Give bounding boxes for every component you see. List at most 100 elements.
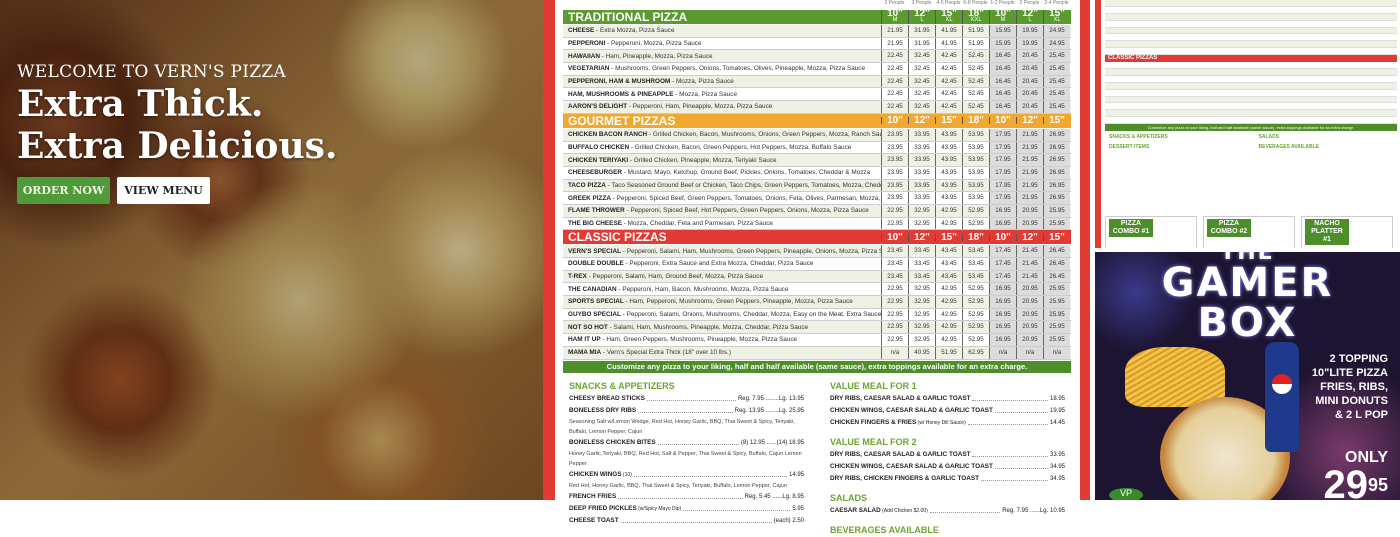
price-cell: 21.95 (881, 25, 908, 37)
item-name: FRENCH FRIES (569, 493, 616, 500)
item-name-cell: CHEESEBURGER - Mustard, Mayo, Ketchup, G… (563, 169, 881, 176)
price-cell: 26.95 (1043, 154, 1070, 166)
price-cell: 52.45 (962, 101, 989, 113)
size-inches: 15" (941, 115, 957, 126)
menu-row: HAM IT UP - Ham, Green Peppers, Mushroom… (563, 334, 1071, 347)
item-name: HAM, MUSHROOMS & PINEAPPLE (568, 91, 673, 98)
price-cell: 53.95 (962, 167, 989, 179)
item-price: Reg. 7.95 ........Lg. 13.95 (738, 396, 804, 402)
group-title: BEVERAGES AVAILABLE (830, 525, 1065, 535)
item-name: DOUBLE DOUBLE (568, 260, 624, 267)
price-cell: 21.45 (1016, 258, 1043, 270)
item-desc: Red Hot, Honey Garlic, BBQ, Thai Sweet &… (569, 481, 804, 491)
item-name-cell: HAWAIIAN - Ham, Pineapple, Mozza, Pizza … (563, 53, 881, 60)
menu-row: TACO PIZZA - Taco Seasoned Ground Beef o… (563, 180, 1071, 193)
menu-row: THE BIG CHEESE - Mozza, Cheddar, Feta an… (563, 218, 1071, 231)
size-letter: L (909, 17, 935, 24)
item-name: HAWAIIAN (568, 53, 600, 60)
promo-desc-line: 2 TOPPING (1312, 352, 1388, 366)
menu-row: DOUBLE DOUBLE - Pepperoni, Extra Sauce a… (563, 258, 1071, 271)
price-cell: 16.45 (989, 88, 1016, 100)
price-cell: 42.95 (935, 283, 962, 295)
price-cell: 52.45 (962, 63, 989, 75)
price-cell: 51.95 (962, 38, 989, 50)
thumb-row (1105, 7, 1397, 14)
menu-item: CHICKEN WINGS, CAESAR SALAD & GARLIC TOA… (830, 405, 1065, 417)
item-name: BUFFALO CHICKEN (568, 144, 629, 151)
price-cell: 42.45 (935, 50, 962, 62)
price-cell: 16.95 (989, 296, 1016, 308)
thumb-heading: DESSERT ITEMS (1109, 144, 1251, 150)
item-name-cell: SPORTS SPECIAL - Ham, Pepperoni, Mushroo… (563, 298, 881, 305)
price-cell: 21.45 (1016, 245, 1043, 257)
item-name-cell: TACO PIZZA - Taco Seasoned Ground Beef o… (563, 182, 881, 189)
price-cell: 25.95 (1043, 205, 1070, 217)
price-cell: 16.95 (989, 334, 1016, 346)
price-cell: 20.45 (1016, 88, 1043, 100)
price-cell: 31.95 (908, 25, 935, 37)
price-cell: 20.95 (1016, 218, 1043, 230)
item-name-cell: CHEESE - Extra Mozza, Pizza Sauce (563, 27, 881, 34)
item-name: T-REX (568, 273, 587, 280)
price-cell: 52.45 (962, 76, 989, 88)
item-note: (w/Spicy Mayo Dip) (637, 506, 681, 512)
price-cell: 33.95 (908, 142, 935, 154)
item-name: CHEESE (568, 27, 594, 34)
price-cell: 42.95 (935, 321, 962, 333)
item-price: (each) 2.50 (774, 518, 804, 524)
group-title: VALUE MEAL FOR 2 (830, 437, 1065, 447)
size-letter: L (1017, 17, 1043, 24)
price-cell: 42.45 (935, 76, 962, 88)
group-title: SNACKS & APPETIZERS (569, 381, 804, 391)
item-price: 34.95 (1050, 476, 1065, 482)
price-cell: 17.95 (989, 167, 1016, 179)
order-now-button[interactable]: ORDER NOW (17, 177, 110, 204)
item-name-cell: PEPPERONI - Pepperoni, Mozza, Pizza Sauc… (563, 40, 881, 47)
price-cell: 19.95 (1016, 38, 1043, 50)
price-cents: 95 (1368, 475, 1388, 495)
pepsi-bottle-image (1265, 342, 1299, 452)
price-cell: 32.95 (908, 334, 935, 346)
gamer-box-promo[interactable]: THE GAMER BOX 2 TOPPING 10"LITE PIZZA FR… (1095, 252, 1400, 500)
size-header: 15"XL (1043, 10, 1070, 24)
price-cell: 17.45 (989, 271, 1016, 283)
size-letter: XL (1044, 17, 1070, 24)
size-inches: 18" (968, 115, 984, 126)
price-cell: 16.45 (989, 101, 1016, 113)
price-cell: 21.95 (1016, 180, 1043, 192)
price-cell: 43.95 (935, 154, 962, 166)
menu-row: CHICKEN BACON RANCH - Grilled Chicken, B… (563, 129, 1071, 142)
size-header: 12"L (908, 10, 935, 24)
size-header: 10" (989, 117, 1016, 124)
item-desc: - Mozza, Pizza Sauce (670, 78, 734, 85)
menu-item: CHICKEN WINGS (10)14.95 (569, 469, 804, 481)
price-cell: 17.95 (989, 154, 1016, 166)
price-cell: 23.95 (881, 180, 908, 192)
price-cell: 17.45 (989, 258, 1016, 270)
price-cell: 53.95 (962, 129, 989, 141)
size-inches: 15" (941, 232, 957, 243)
menu-row: VERN'S SPECIAL - Pepperoni, Salami, Ham,… (563, 245, 1071, 258)
price-cell: 15.95 (989, 38, 1016, 50)
item-name: CHICKEN WINGS, CAESAR SALAD & GARLIC TOA… (830, 407, 993, 414)
item-label: BONELESS CHICKEN BITES (569, 439, 656, 446)
price-cell: 22.95 (881, 205, 908, 217)
price-cell: 52.95 (962, 283, 989, 295)
view-menu-button[interactable]: VIEW MENU (117, 177, 210, 204)
size-header: 10"M (881, 10, 908, 24)
price-cell: 25.45 (1043, 50, 1070, 62)
size-header: 10" (881, 234, 908, 241)
price-cell: n/a (1016, 347, 1043, 359)
menu-row: NOT SO HOT - Salami, Ham, Mushrooms, Pin… (563, 321, 1071, 334)
dot-leader (995, 408, 1048, 413)
price-cell: 33.95 (908, 192, 935, 204)
item-name-cell: GREEK PIZZA - Pepperoni, Spiced Beef, Gr… (563, 195, 881, 202)
menu-item: DEEP FRIED PICKLES (w/Spicy Mayo Dip)5.9… (569, 503, 804, 515)
